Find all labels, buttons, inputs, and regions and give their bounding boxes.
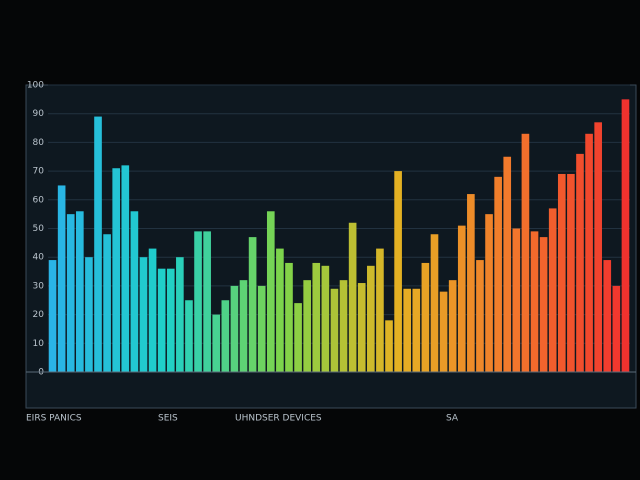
y-tick-label: 60	[33, 195, 45, 205]
bar	[94, 116, 102, 372]
bar	[185, 300, 193, 372]
bar	[476, 260, 484, 372]
bar	[485, 214, 493, 372]
bar	[176, 257, 184, 372]
bar	[612, 285, 621, 372]
bar	[112, 168, 121, 372]
y-tick-label: 100	[27, 81, 44, 91]
bar	[467, 194, 475, 372]
bar	[57, 185, 66, 372]
bar	[139, 257, 148, 372]
y-tick-label: 70	[33, 167, 45, 177]
footer-label: SEIS	[158, 414, 178, 424]
bar	[576, 153, 584, 372]
bar	[230, 285, 239, 372]
bar	[494, 176, 502, 372]
bar	[266, 211, 275, 372]
bar	[339, 280, 348, 372]
bar	[448, 280, 457, 372]
bar	[594, 122, 602, 372]
y-tick-label: 40	[33, 253, 45, 263]
bar	[503, 156, 512, 372]
y-tick-label: 20	[33, 310, 45, 320]
bar	[367, 265, 375, 372]
bar	[512, 228, 521, 372]
bar	[539, 237, 548, 372]
bar	[348, 222, 357, 372]
bar	[585, 133, 593, 372]
bar	[157, 268, 166, 372]
bar	[394, 171, 402, 372]
bar	[303, 280, 311, 372]
bar	[548, 208, 557, 372]
bar	[430, 234, 439, 372]
y-tick-label: 50	[33, 224, 45, 234]
bar	[403, 288, 412, 372]
y-tick-label: 90	[33, 109, 45, 119]
bar	[203, 231, 211, 372]
bar	[85, 257, 93, 372]
bar	[121, 165, 130, 372]
bar	[276, 248, 284, 372]
bar	[221, 300, 230, 372]
bar	[294, 303, 302, 372]
bar	[621, 99, 630, 372]
bar	[148, 248, 157, 372]
footer-label: EIRS PANICS	[26, 414, 82, 424]
bar	[48, 260, 57, 372]
bar	[557, 173, 566, 372]
bar	[567, 173, 575, 372]
bar	[530, 231, 539, 372]
bar	[239, 280, 248, 372]
bar	[76, 211, 84, 372]
bar	[357, 283, 366, 372]
bar	[212, 314, 221, 372]
bar	[103, 234, 111, 372]
bar	[166, 268, 175, 372]
bar	[257, 285, 266, 372]
bar	[603, 260, 612, 372]
bar	[194, 231, 202, 372]
bar	[66, 214, 75, 372]
y-tick-label: 30	[33, 281, 45, 291]
bar	[321, 265, 330, 372]
bar	[457, 225, 466, 372]
footer-label: SA	[446, 414, 459, 424]
bar	[248, 237, 257, 372]
bar	[412, 288, 421, 372]
bar	[130, 211, 139, 372]
bar	[521, 133, 530, 372]
footer-label: UHNDSER DEVICES	[235, 414, 322, 424]
bar	[330, 288, 339, 372]
bar	[312, 262, 321, 372]
bar	[376, 248, 384, 372]
bar	[439, 291, 448, 372]
y-tick-label: 10	[33, 339, 45, 349]
bar	[421, 262, 430, 372]
bar	[385, 320, 393, 372]
bar	[285, 262, 293, 372]
y-tick-label: 80	[33, 138, 45, 148]
